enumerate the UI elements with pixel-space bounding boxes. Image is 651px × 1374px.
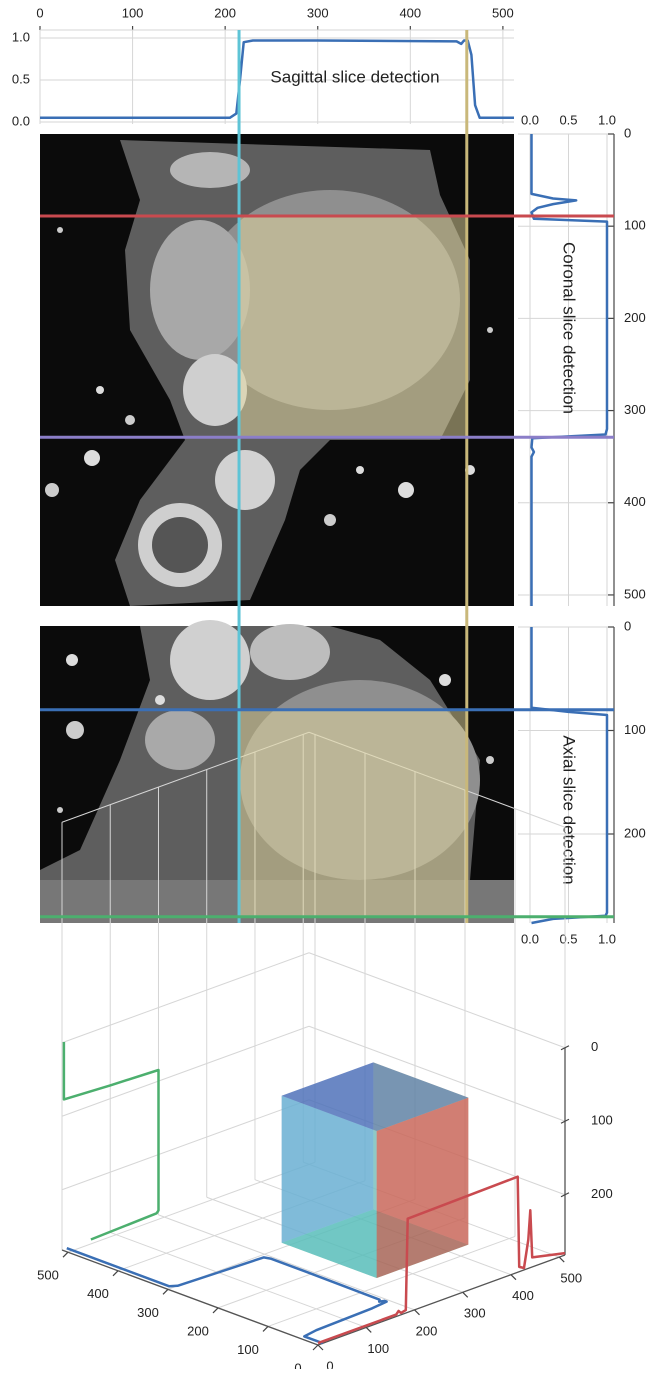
a-tick-label: 100: [367, 1341, 389, 1356]
x-tick-label: 300: [307, 5, 329, 20]
tick-mark: [366, 1327, 371, 1332]
y-tick-label: 100: [624, 722, 646, 737]
b-tick-label: 400: [87, 1286, 109, 1301]
tick-mark: [213, 1308, 218, 1313]
tick-mark: [559, 1257, 564, 1262]
panel-title: Axial slice detection: [560, 735, 579, 884]
b-tick-label: 300: [137, 1305, 159, 1320]
a-tick-label: 400: [512, 1288, 534, 1303]
a-tick-label: 300: [464, 1306, 486, 1321]
a-tick-label: 500: [560, 1271, 582, 1286]
x-tick-label: 500: [492, 5, 514, 20]
panel-title: Coronal slice detection: [560, 242, 579, 414]
x-tick-label: 200: [214, 5, 236, 20]
x-tick-label: 1.0: [598, 112, 616, 127]
tick-mark: [163, 1289, 168, 1294]
z-tick-label: 200: [591, 1186, 613, 1201]
tick-mark: [113, 1271, 118, 1276]
x-tick-label: 1.0: [598, 931, 616, 946]
z-tick-label: 0: [591, 1039, 598, 1054]
grid-line: [68, 1162, 315, 1252]
a-tick-label: 0: [326, 1358, 333, 1369]
detected-region: [239, 710, 467, 917]
b-tick-label: 0: [294, 1360, 301, 1369]
a-tick-label: 200: [416, 1323, 438, 1338]
x-tick-label: 0.0: [521, 931, 539, 946]
page: 0 100 200 300 400 500 0.0 0.5 1.0 Sagittal slice …: [0, 0, 651, 1369]
grid-line: [62, 1026, 309, 1116]
x-tick-label: 400: [399, 5, 421, 20]
detected-region: [239, 216, 467, 437]
y-tick-label: 0: [624, 125, 631, 140]
b-tick-label: 500: [37, 1268, 59, 1283]
b-tick-label: 100: [237, 1342, 259, 1357]
x-tick-label: 0.5: [559, 931, 577, 946]
z-tick-label: 100: [591, 1113, 613, 1128]
tick-mark: [318, 1345, 323, 1350]
grid-line: [62, 1100, 309, 1190]
y-tick-label: 400: [624, 494, 646, 509]
y-tick-label: 0.5: [12, 71, 30, 86]
tick-mark: [463, 1292, 468, 1297]
y-tick-label: 200: [624, 310, 646, 325]
x-tick-label: 0: [36, 5, 43, 20]
x-tick-label: 0.0: [521, 112, 539, 127]
y-tick-label: 0: [624, 618, 631, 633]
x-tick-label: 100: [122, 5, 144, 20]
tick-mark: [414, 1310, 419, 1315]
tick-mark: [263, 1326, 268, 1331]
tick-mark: [511, 1275, 516, 1280]
y-tick-label: 1.0: [12, 29, 30, 44]
tick-mark: [63, 1252, 68, 1257]
detection-curve-3d: [64, 1042, 159, 1240]
y-tick-label: 0.0: [12, 113, 30, 128]
grid-line: [62, 953, 309, 1043]
y-tick-label: 500: [624, 586, 646, 601]
y-tick-label: 300: [624, 402, 646, 417]
figure: 0 100 200 300 400 500 0.0 0.5 1.0 Sagittal slice …: [0, 0, 651, 1369]
tick-mark: [313, 1345, 318, 1350]
y-tick-label: 200: [624, 825, 646, 840]
b-tick-label: 200: [187, 1323, 209, 1338]
grid-line: [309, 953, 565, 1048]
y-tick-label: 100: [624, 218, 646, 233]
panel-title: Sagittal slice detection: [270, 67, 439, 86]
x-tick-label: 0.5: [559, 112, 577, 127]
